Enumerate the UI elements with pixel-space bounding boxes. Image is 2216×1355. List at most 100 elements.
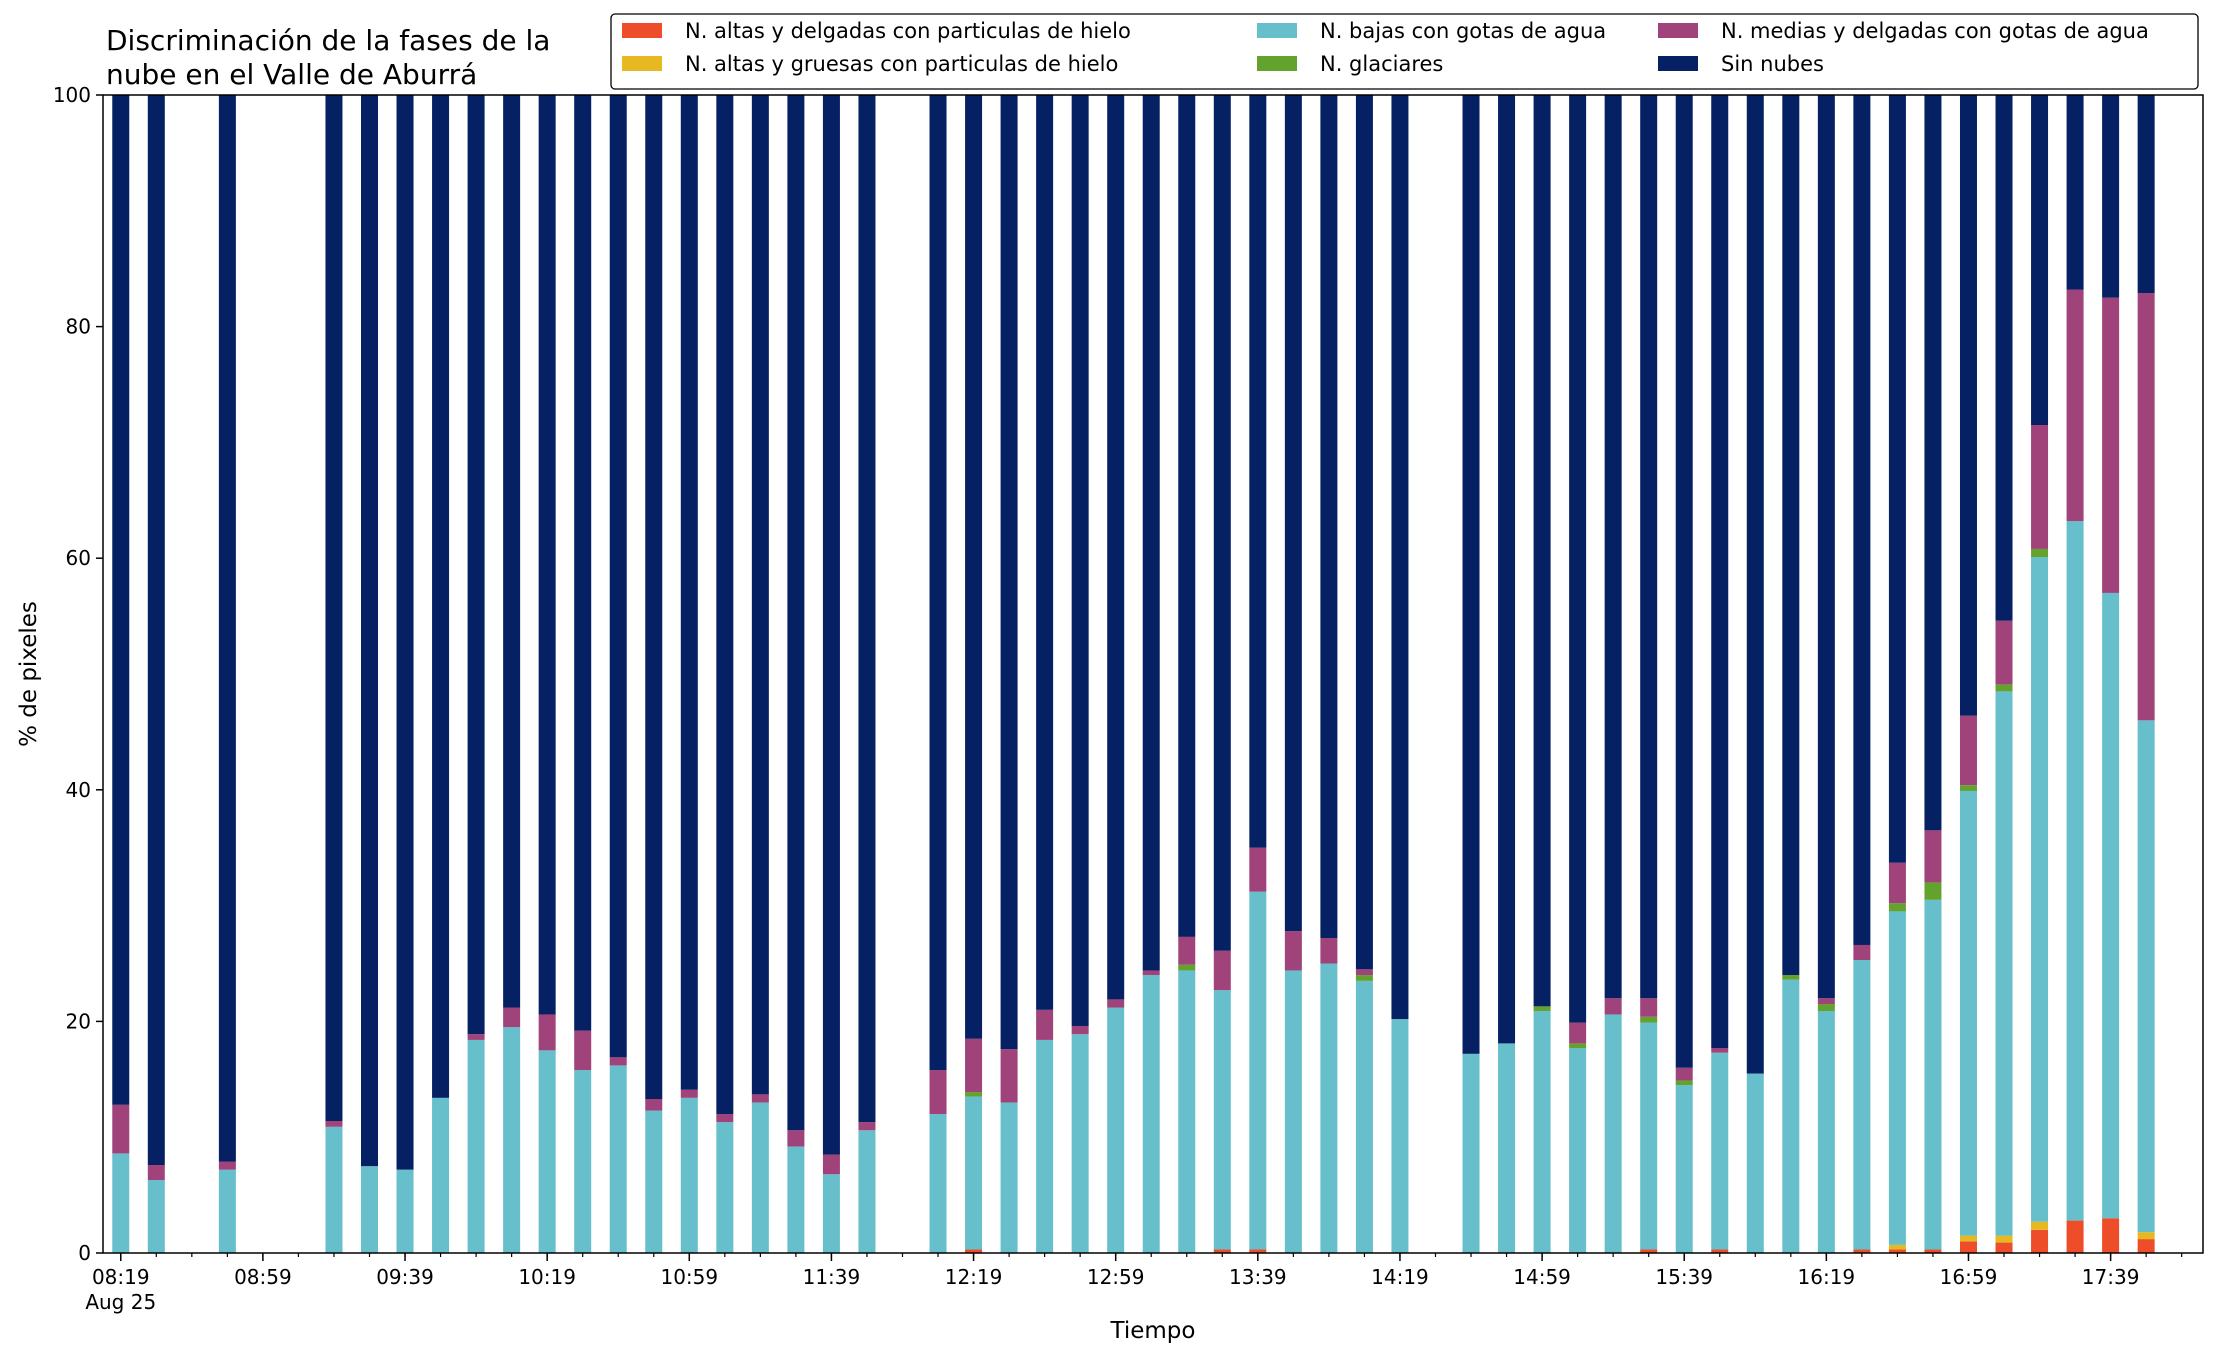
y-tick-label-60: 60: [66, 546, 91, 570]
bar-segment-1709-s3: [1995, 684, 2013, 692]
bar-segment-0829-s5: [147, 95, 165, 1165]
legend-swatch-0: [622, 23, 662, 38]
bar-segment-1419-s5: [1391, 95, 1409, 1020]
bar-segment-1639-s3: [1888, 903, 1906, 912]
bar-segment-1729-s0: [2066, 1220, 2084, 1253]
bar-segment-1149-s5: [858, 95, 876, 1123]
x-axis-label: Tiempo: [1110, 1318, 1196, 1344]
bar-segment-1349-s2: [1284, 970, 1302, 1253]
bar-segment-1229-s2: [1000, 1102, 1018, 1253]
x-tick-label-1539: 15:39: [1655, 1265, 1713, 1289]
bar-segment-1049-s2: [645, 1110, 663, 1253]
bar-segment-1409-s2: [1355, 980, 1373, 1253]
bar-segment-1119-s4: [751, 1094, 769, 1103]
bar-segment-1529-s0: [1640, 1249, 1658, 1253]
bar-segment-0919-s2: [325, 1126, 343, 1253]
bar-segment-1109-s2: [716, 1122, 734, 1253]
bar-segment-1519-s4: [1604, 998, 1622, 1015]
bar-segment-1529-s2: [1640, 1022, 1658, 1250]
legend-swatch-4: [1658, 23, 1698, 38]
bar-segment-0819-s5: [112, 95, 130, 1105]
bar-segment-1509-s3: [1569, 1043, 1587, 1049]
bar-segment-1119-s5: [751, 95, 769, 1095]
bar-segment-1639-s1: [1888, 1244, 1906, 1250]
bar-segment-1009-s5: [503, 95, 521, 1008]
bar-segment-1519-s2: [1604, 1014, 1622, 1253]
bar-segment-0949-s5: [432, 95, 450, 1098]
bar-segment-1209-s5: [929, 95, 947, 1071]
chart-title-line-1: Discriminación de la fases de la: [106, 24, 550, 57]
bar-segment-1039-s5: [609, 95, 627, 1058]
bar-segment-1619-s2: [1817, 1010, 1835, 1253]
y-tick-label-80: 80: [66, 315, 91, 339]
bar-segment-1719-s4: [2031, 425, 2049, 549]
bar-segment-1459-s2: [1533, 1010, 1551, 1253]
bar-segment-1259-s5: [1107, 95, 1125, 1000]
bar-segment-1639-s2: [1888, 911, 1906, 1245]
bar-segment-1709-s2: [1995, 691, 2013, 1236]
legend-swatch-3: [1257, 56, 1297, 71]
bar-segment-1319-s5: [1178, 95, 1196, 937]
bar-segment-1319-s2: [1178, 970, 1196, 1253]
bar-segment-1739-s0: [2102, 1218, 2120, 1253]
bars-layer: [112, 95, 2155, 1253]
bar-segment-1709-s0: [1995, 1242, 2013, 1253]
bar-segment-1109-s4: [716, 1114, 734, 1123]
bar-segment-1359-s4: [1320, 938, 1338, 964]
bar-segment-0919-s4: [325, 1120, 343, 1127]
x-tick-label-1339: 13:39: [1229, 1265, 1287, 1289]
bar-segment-1239-s5: [1036, 95, 1054, 1010]
bar-segment-1059-s4: [680, 1089, 698, 1098]
bar-segment-1039-s4: [609, 1057, 627, 1066]
bar-segment-1329-s4: [1213, 950, 1231, 991]
bar-segment-1339-s2: [1249, 891, 1267, 1250]
bar-segment-0949-s2: [432, 1097, 450, 1253]
bar-segment-1639-s5: [1888, 95, 1906, 863]
bar-segment-1039-s2: [609, 1065, 627, 1253]
bar-segment-1459-s5: [1533, 95, 1551, 1007]
bar-segment-1639-s0: [1888, 1249, 1906, 1253]
bar-segment-1129-s2: [787, 1146, 805, 1253]
bar-segment-1029-s5: [574, 95, 592, 1031]
bar-segment-1719-s1: [2031, 1221, 2049, 1230]
bar-segment-1619-s4: [1817, 998, 1835, 1005]
bar-segment-0939-s5: [396, 95, 414, 1170]
legend-label-5: Sin nubes: [1721, 52, 1824, 76]
bar-segment-1019-s2: [538, 1050, 556, 1253]
bar-segment-1149-s4: [858, 1122, 876, 1131]
bar-segment-1539-s5: [1675, 95, 1693, 1068]
bar-segment-1659-s3: [1959, 785, 1977, 791]
legend-label-4: N. medias y delgadas con gotas de agua: [1721, 19, 2149, 43]
bar-segment-1709-s5: [1995, 95, 2013, 621]
x-tick-label-1139: 11:39: [803, 1265, 861, 1289]
bar-segment-1749-s1: [2137, 1232, 2155, 1240]
bar-segment-1329-s2: [1213, 990, 1231, 1250]
bar-segment-1329-s5: [1213, 95, 1231, 951]
x-tick-label-1059: 10:59: [660, 1265, 718, 1289]
legend-box: [610, 13, 2199, 90]
bar-segment-1449-s5: [1498, 95, 1516, 1044]
bar-segment-0959-s5: [467, 95, 485, 1035]
bar-segment-1739-s5: [2102, 95, 2120, 298]
bar-segment-1549-s2: [1711, 1052, 1729, 1250]
y-axis-label: % de pixeles: [16, 601, 42, 747]
legend: N. altas y delgadas con particulas de hi…: [610, 13, 2199, 90]
bar-segment-1659-s1: [1959, 1235, 1977, 1242]
bar-segment-1149-s2: [858, 1130, 876, 1253]
bar-segment-1629-s5: [1853, 95, 1871, 945]
bar-segment-1249-s5: [1071, 95, 1089, 1027]
legend-label-1: N. altas y gruesas con particulas de hie…: [685, 52, 1118, 76]
x-tick-label-1659: 16:59: [1940, 1265, 1998, 1289]
bar-segment-0819-s2: [112, 1153, 130, 1253]
bar-segment-1649-s4: [1924, 830, 1942, 883]
y-tick-label-20: 20: [66, 1009, 91, 1033]
bar-segment-1749-s0: [2137, 1239, 2155, 1253]
bar-segment-1459-s3: [1533, 1006, 1551, 1011]
bar-segment-1419-s2: [1391, 1019, 1409, 1253]
bar-segment-1649-s2: [1924, 899, 1942, 1250]
bar-segment-1739-s2: [2102, 592, 2120, 1219]
bar-segment-1749-s2: [2137, 720, 2155, 1233]
bar-segment-1139-s2: [822, 1174, 840, 1253]
